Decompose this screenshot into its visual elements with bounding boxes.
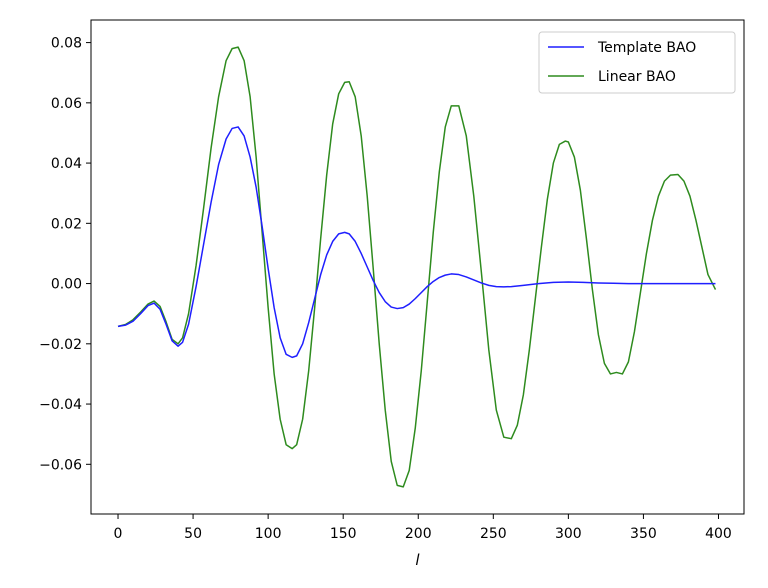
y-tick-label: −0.06	[39, 457, 82, 473]
y-tick-label: 0.08	[51, 36, 82, 52]
x-axis-ticks: 0 50 100 150 200 250 300 350 400	[114, 514, 732, 542]
series-line-template-bao	[117, 126, 716, 359]
y-axis-ticks: −0.06 −0.04 −0.02 0.00 0.02 0.04 0.06 0.08	[39, 36, 91, 473]
legend-label-linear-bao: Linear BAO	[598, 69, 676, 85]
x-tick-label: 200	[405, 526, 432, 542]
x-tick-label: 250	[480, 526, 507, 542]
y-tick-label: 0.00	[51, 277, 82, 293]
y-tick-label: 0.02	[51, 216, 82, 232]
x-axis-label: l	[415, 551, 420, 569]
legend-box	[538, 31, 736, 94]
series-layer	[117, 46, 717, 488]
x-tick-label: 100	[255, 526, 282, 542]
x-tick-label: 350	[630, 526, 657, 542]
legend-label-template-bao: Template BAO	[597, 40, 696, 56]
legend: Template BAO Linear BAO	[538, 31, 736, 94]
series-line-linear-bao	[117, 46, 717, 488]
y-tick-label: 0.04	[51, 156, 82, 172]
x-tick-label: 0	[114, 526, 123, 542]
x-tick-label: 400	[705, 526, 732, 542]
y-tick-label: −0.04	[39, 397, 82, 413]
plot-frame	[90, 19, 745, 515]
x-tick-label: 50	[184, 526, 202, 542]
y-tick-label: 0.06	[51, 96, 82, 112]
x-tick-label: 300	[555, 526, 582, 542]
x-tick-label: 150	[330, 526, 357, 542]
y-tick-label: −0.02	[39, 337, 82, 353]
